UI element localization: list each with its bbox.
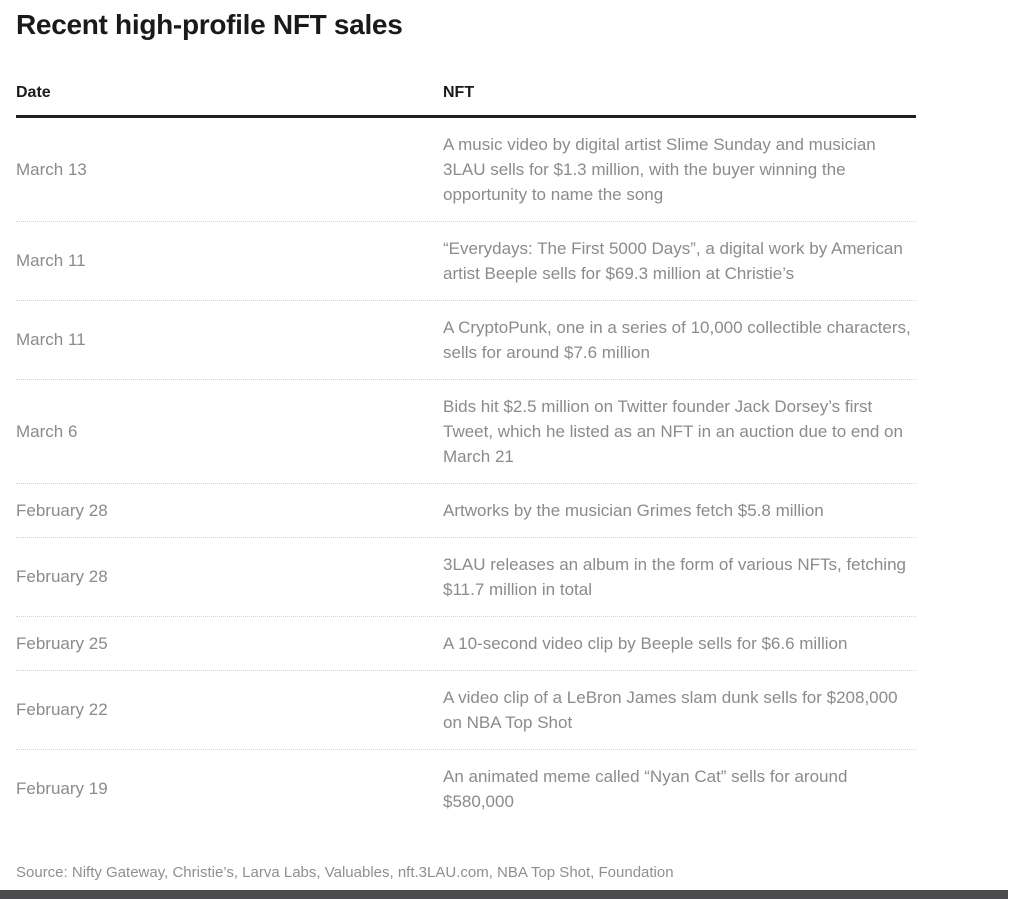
date-cell: February 28	[16, 500, 108, 520]
date-cell: March 11	[16, 251, 86, 270]
table-row: February 19 An animated meme called “Nya…	[16, 750, 916, 828]
source-note: Source: Nifty Gateway, Christie’s, Larva…	[16, 864, 674, 881]
table-row: March 11 A CryptoPunk, one in a series o…	[16, 301, 916, 380]
table-row: February 22 A video clip of a LeBron Jam…	[16, 671, 916, 750]
column-header-nft: NFT	[443, 84, 475, 101]
date-cell: March 13	[16, 159, 87, 179]
table-row: March 6 Bids hit $2.5 million on Twitter…	[16, 380, 916, 484]
date-cell: February 25	[16, 633, 108, 653]
nft-description-cell: A CryptoPunk, one in a series of 10,000 …	[443, 318, 911, 362]
nft-description-cell: Bids hit $2.5 million on Twitter founder…	[443, 397, 903, 466]
table-row: February 28 3LAU releases an album in th…	[16, 538, 916, 617]
nft-description-cell: Artworks by the musician Grimes fetch $5…	[443, 501, 824, 520]
date-cell: March 11	[16, 330, 86, 349]
table-body: March 13 A music video by digital artist…	[16, 118, 916, 828]
nft-description-cell: 3LAU releases an album in the form of va…	[443, 555, 906, 599]
nft-description-cell: An animated meme called “Nyan Cat” sells…	[443, 767, 848, 811]
page-title: Recent high-profile NFT sales	[16, 9, 403, 40]
footer-bar	[0, 890, 1008, 899]
nft-sales-table: Date NFT March 13 A music video by digit…	[16, 84, 916, 828]
date-cell: February 22	[16, 700, 108, 719]
nft-sales-table-graphic: Recent high-profile NFT sales Date NFT M…	[16, 9, 916, 881]
date-cell: March 6	[16, 421, 78, 441]
table-row: March 11 “Everydays: The First 5000 Days…	[16, 222, 916, 301]
table-row: February 25 A 10-second video clip by Be…	[16, 617, 916, 671]
table-header-row: Date NFT	[16, 84, 916, 118]
nft-description-cell: A video clip of a LeBron James slam dunk…	[443, 688, 898, 732]
nft-description-cell: A 10-second video clip by Beeple sells f…	[443, 634, 848, 653]
column-header-date: Date	[16, 84, 51, 101]
table-row: March 13 A music video by digital artist…	[16, 118, 916, 222]
nft-description-cell: “Everydays: The First 5000 Days”, a digi…	[443, 239, 903, 283]
table-row: February 28 Artworks by the musician Gri…	[16, 484, 916, 538]
date-cell: February 28	[16, 567, 108, 586]
date-cell: February 19	[16, 779, 108, 798]
nft-description-cell: A music video by digital artist Slime Su…	[443, 135, 876, 204]
